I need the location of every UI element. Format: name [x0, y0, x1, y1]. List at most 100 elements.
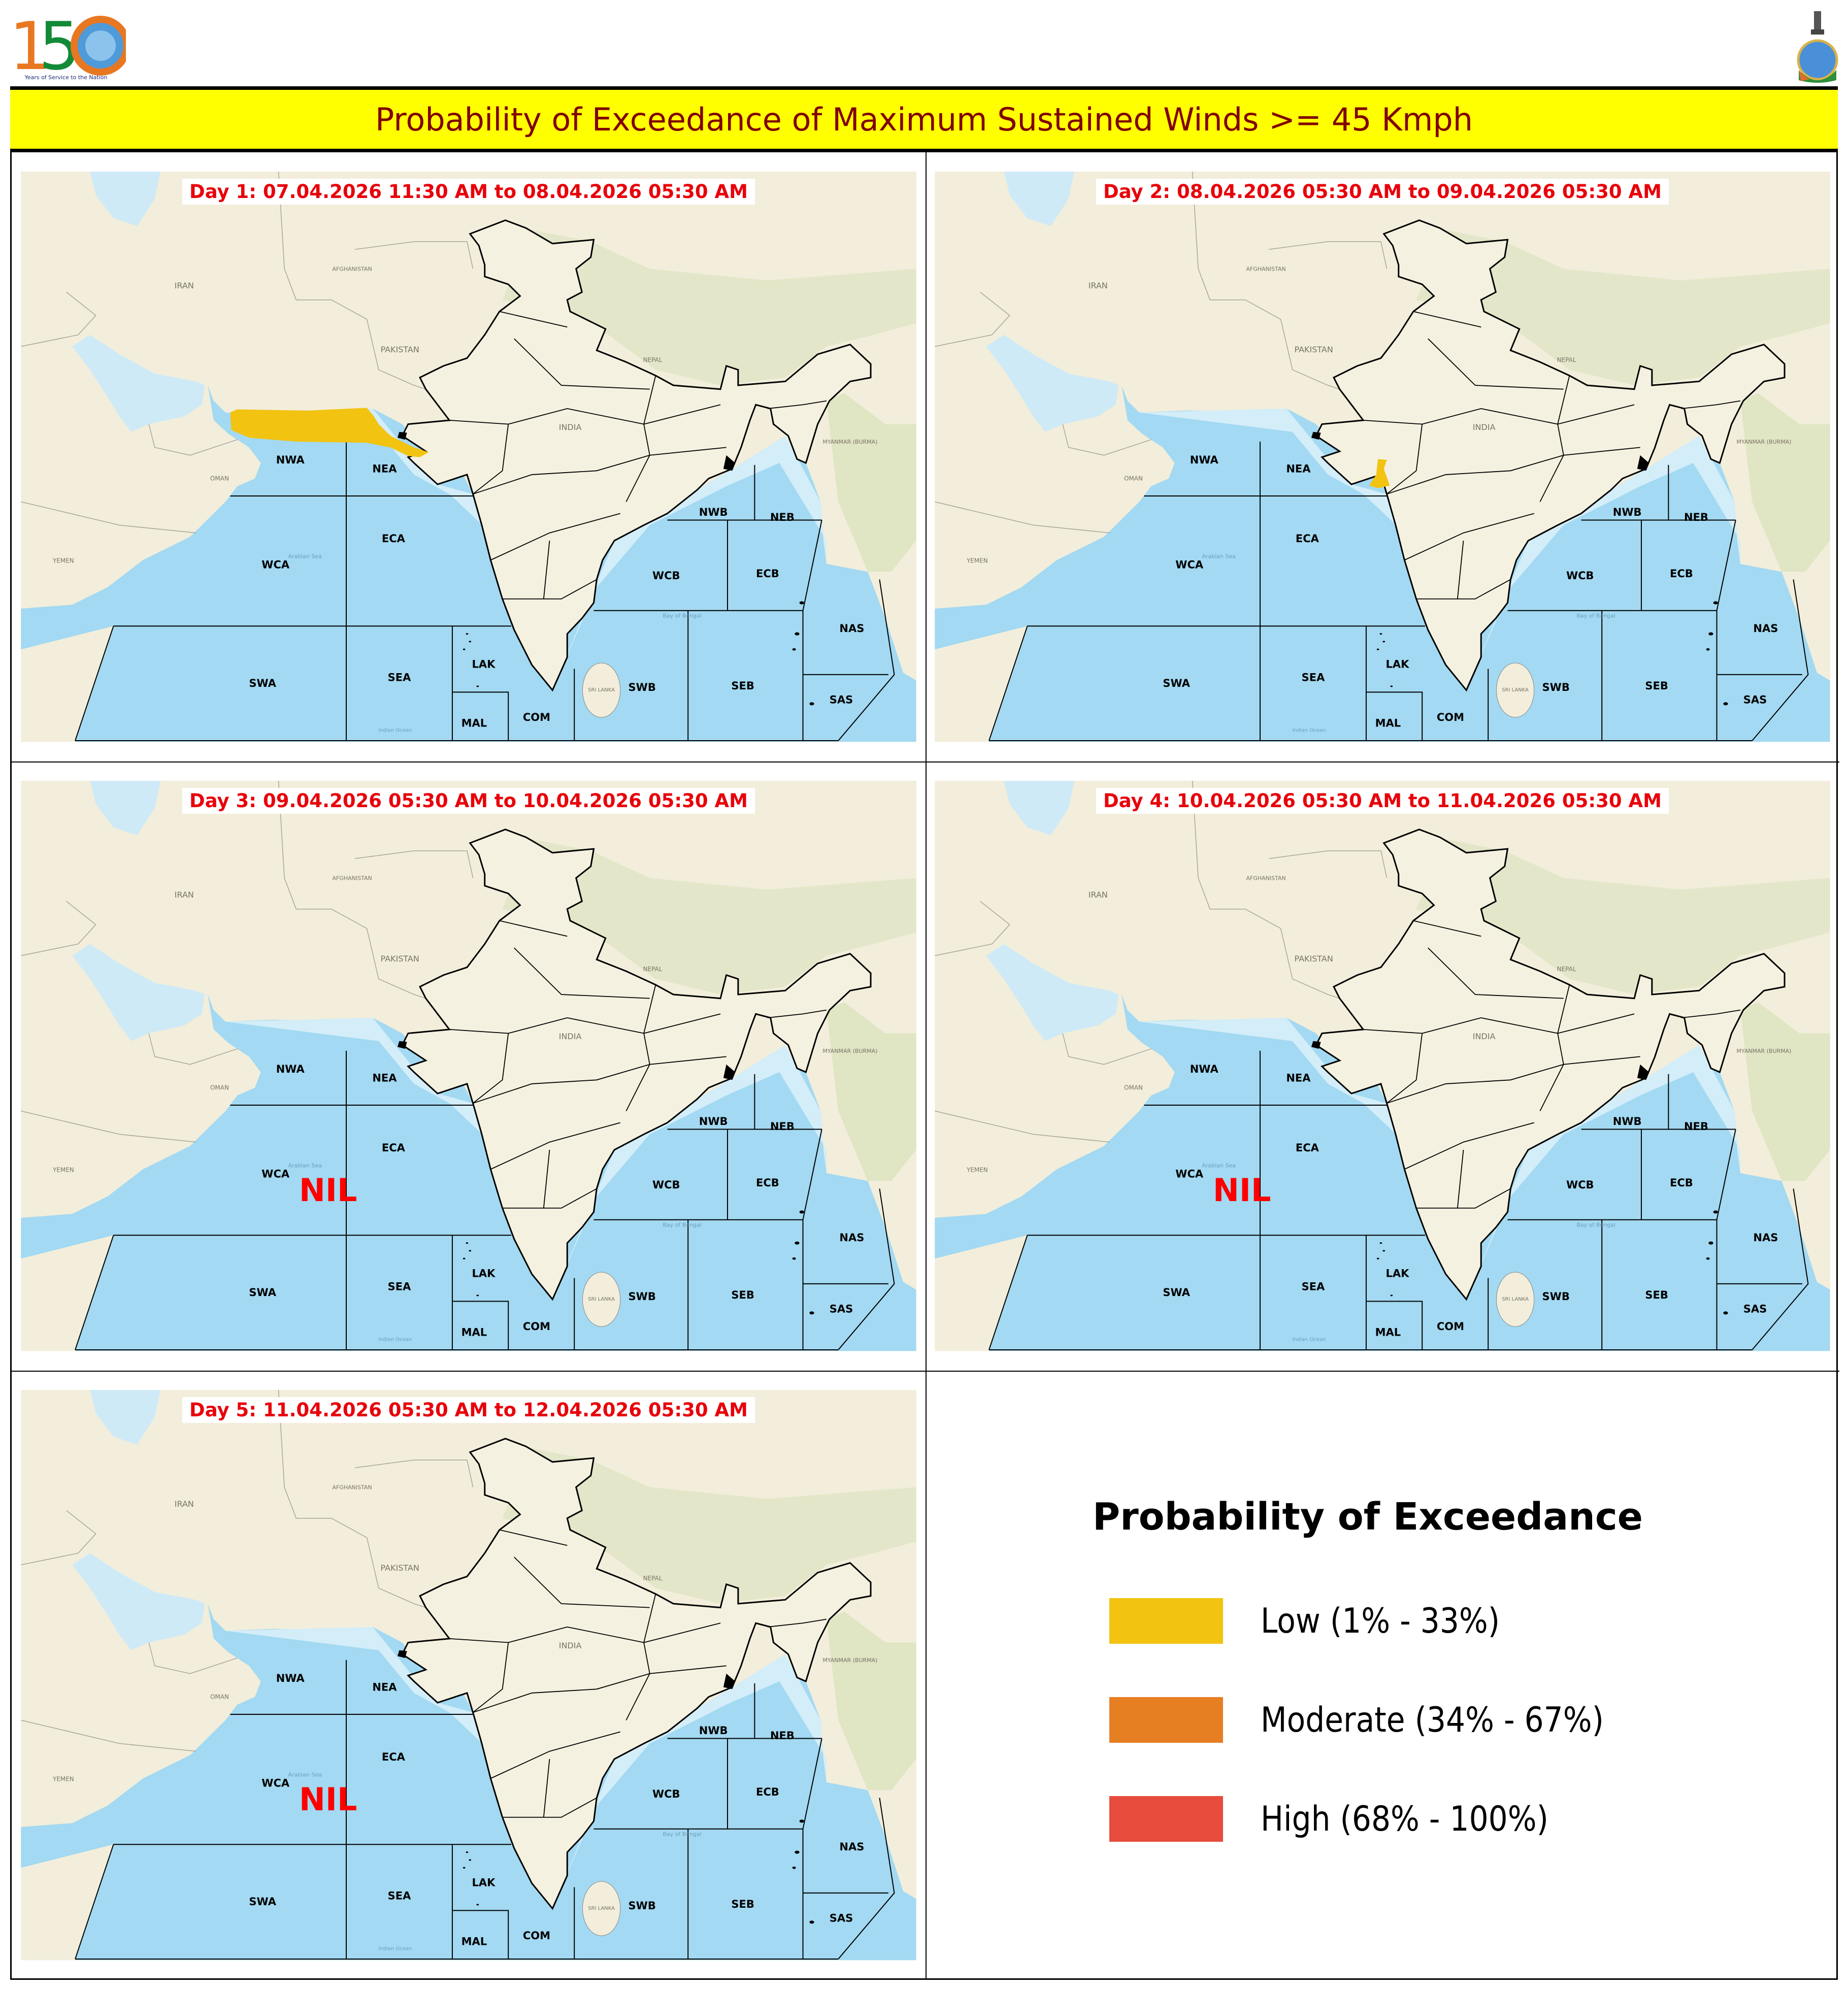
- day-title: Day 4: 10.04.2026 05:30 AM to 11.04.2026…: [1096, 788, 1669, 814]
- basemap: [21, 781, 916, 1352]
- sea-region-label-neb: NEB: [770, 1730, 795, 1742]
- basemap: [21, 1390, 916, 1962]
- page-title: Probability of Exceedance of Maximum Sus…: [375, 101, 1473, 138]
- sea-region-label-com: COM: [1437, 711, 1464, 723]
- sea-region-label-swa: SWA: [249, 677, 276, 689]
- forecast-grid: IRAN AFGHANISTAN PAKISTAN INDIA NEPAL OMAN YEM…: [10, 152, 1839, 1980]
- legend-swatch-moderate: [1109, 1697, 1223, 1743]
- sea-region-label-wca: WCA: [1175, 1168, 1204, 1180]
- sea-region-label-nas: NAS: [1753, 622, 1778, 635]
- country-label: Arabian Sea: [288, 1771, 322, 1778]
- sea-region-label-neb: NEB: [1684, 1120, 1708, 1133]
- country-label: YEMEN: [52, 557, 74, 565]
- legend-item-high: High (68% - 100%): [1109, 1796, 1588, 1842]
- forecast-map: IRAN AFGHANISTAN PAKISTAN INDIA NEPAL OMAN YEM…: [21, 781, 916, 1353]
- forecast-panel-day-1: IRAN AFGHANISTAN PAKISTAN INDIA NEPAL OMAN YEM…: [12, 152, 926, 761]
- grid-divider: [12, 1371, 1839, 1372]
- sea-region-label-swa: SWA: [1163, 1286, 1190, 1299]
- sea-region-label-nas: NAS: [839, 622, 864, 635]
- country-label: Bay of Bengal: [1576, 612, 1615, 619]
- country-label: SRI LANKA: [588, 1906, 615, 1911]
- country-label: AFGHANISTAN: [332, 875, 372, 881]
- sea-region-label-lak: LAK: [472, 1267, 496, 1279]
- sea-region-label-sas: SAS: [830, 1912, 853, 1925]
- sea-region-label-seb: SEB: [1645, 1289, 1668, 1301]
- country-label: NEPAL: [643, 966, 663, 973]
- sea-region-label-sea: SEA: [388, 671, 411, 683]
- sea-region-label-wca: WCA: [261, 558, 290, 571]
- legend-swatch-low: [1109, 1598, 1223, 1644]
- sea-region-label-nwb: NWB: [699, 1724, 728, 1737]
- sea-region-label-wcb: WCB: [652, 1788, 680, 1800]
- sea-region-label-seb: SEB: [731, 1289, 754, 1301]
- sea-region-label-nwb: NWB: [699, 1115, 728, 1127]
- sea-region-label-nea: NEA: [372, 1681, 397, 1693]
- sea-region-label-wca: WCA: [261, 1777, 290, 1789]
- sea-region-label-swb: SWB: [1542, 681, 1570, 693]
- sea-region-label-wcb: WCB: [652, 1179, 680, 1191]
- country-label: MYANMAR (BURMA): [822, 1657, 877, 1664]
- sea-region-label-eca: ECA: [1296, 533, 1319, 545]
- day-title: Day 5: 11.04.2026 05:30 AM to 12.04.2026…: [182, 1397, 755, 1423]
- grid-divider: [12, 761, 1839, 762]
- svg-text:Years of Service to the Nation: Years of Service to the Nation: [24, 74, 108, 81]
- sea-region-label-swa: SWA: [249, 1286, 276, 1299]
- sea-region-label-nwa: NWA: [276, 1063, 305, 1075]
- probability-area-low: [1369, 459, 1390, 488]
- country-label: MYANMAR (BURMA): [1736, 1048, 1791, 1054]
- sea-region-label-sea: SEA: [1302, 1280, 1325, 1292]
- basemap: [21, 172, 916, 743]
- legend-item-moderate: Moderate (34% - 67%): [1109, 1697, 1651, 1743]
- legend-label: High (68% - 100%): [1261, 1799, 1548, 1839]
- country-label: IRAN: [1088, 890, 1108, 900]
- country-label: AFGHANISTAN: [332, 1484, 372, 1490]
- sea-region-label-neb: NEB: [770, 511, 795, 523]
- sea-region-label-eca: ECA: [1296, 1142, 1319, 1154]
- national-emblem-logo: [1795, 9, 1840, 85]
- legend-item-low: Low (1% - 33%): [1109, 1598, 1532, 1644]
- nil-label: NIL: [1213, 1172, 1271, 1209]
- sea-region-label-sas: SAS: [1743, 1303, 1767, 1315]
- country-label: YEMEN: [52, 1776, 74, 1783]
- sea-region-label-mal: MAL: [461, 1936, 487, 1948]
- country-label: PAKISTAN: [380, 954, 419, 964]
- country-label: Arabian Sea: [1202, 1162, 1236, 1169]
- sea-region-label-ecb: ECB: [756, 568, 779, 580]
- country-label: Arabian Sea: [288, 1162, 322, 1169]
- country-label: Indian Ocean: [378, 727, 412, 733]
- country-label: YEMEN: [966, 1167, 988, 1174]
- country-label: PAKISTAN: [1294, 954, 1333, 964]
- country-label: NEPAL: [643, 1575, 663, 1582]
- country-label: Indian Ocean: [1292, 727, 1326, 733]
- country-label: Bay of Bengal: [663, 612, 701, 619]
- sea-region-label-nea: NEA: [372, 462, 397, 475]
- sea-region-label-seb: SEB: [731, 1898, 754, 1910]
- probability-area-low: [230, 408, 429, 457]
- basemap: [935, 781, 1830, 1352]
- map-svg: IRAN AFGHANISTAN PAKISTAN INDIA NEPAL OMAN YEM…: [21, 172, 916, 743]
- sea-region-label-seb: SEB: [1645, 680, 1668, 692]
- sea-region-label-com: COM: [523, 1320, 550, 1333]
- sea-region-label-lak: LAK: [1385, 658, 1409, 670]
- sea-region-label-mal: MAL: [1375, 717, 1401, 729]
- country-label: Bay of Bengal: [663, 1221, 701, 1228]
- country-label: PAKISTAN: [380, 345, 419, 354]
- map-svg: IRAN AFGHANISTAN PAKISTAN INDIA NEPAL OMAN YEM…: [21, 1390, 916, 1962]
- country-label: IRAN: [175, 281, 194, 290]
- sea-region-label-eca: ECA: [382, 1142, 406, 1154]
- sea-region-label-nwa: NWA: [1190, 1063, 1219, 1075]
- page-title-bar: Probability of Exceedance of Maximum Sus…: [10, 86, 1838, 152]
- country-label: NEPAL: [1557, 966, 1576, 973]
- svg-text:1: 1: [9, 9, 51, 85]
- country-label: IRAN: [175, 1499, 194, 1509]
- sea-region-label-mal: MAL: [461, 1326, 487, 1339]
- sea-region-label-neb: NEB: [1684, 511, 1708, 523]
- sea-region-label-mal: MAL: [461, 717, 487, 729]
- basemap: [935, 172, 1830, 743]
- sea-region-label-nwa: NWA: [1190, 454, 1219, 466]
- country-label: SRI LANKA: [588, 687, 615, 693]
- country-label: PAKISTAN: [380, 1563, 419, 1573]
- country-label: MYANMAR (BURMA): [1736, 439, 1791, 445]
- sea-region-label-wca: WCA: [261, 1168, 290, 1180]
- country-label: OMAN: [210, 1084, 229, 1091]
